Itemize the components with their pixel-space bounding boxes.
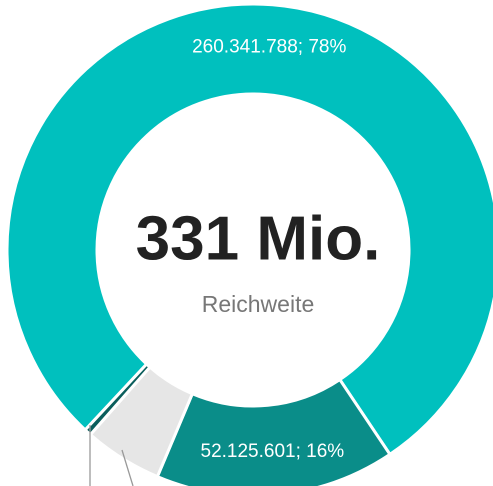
slice (83, 361, 153, 437)
slice (5, 2, 493, 457)
leader-line (121, 449, 134, 486)
center-title: 331 Mio. (136, 204, 381, 273)
data-label: 260.341.788; 78% (192, 37, 346, 58)
data-label: 52.125.601; 16% (201, 441, 345, 462)
donut (5, 2, 493, 486)
center-subtitle: Reichweite (202, 291, 315, 317)
